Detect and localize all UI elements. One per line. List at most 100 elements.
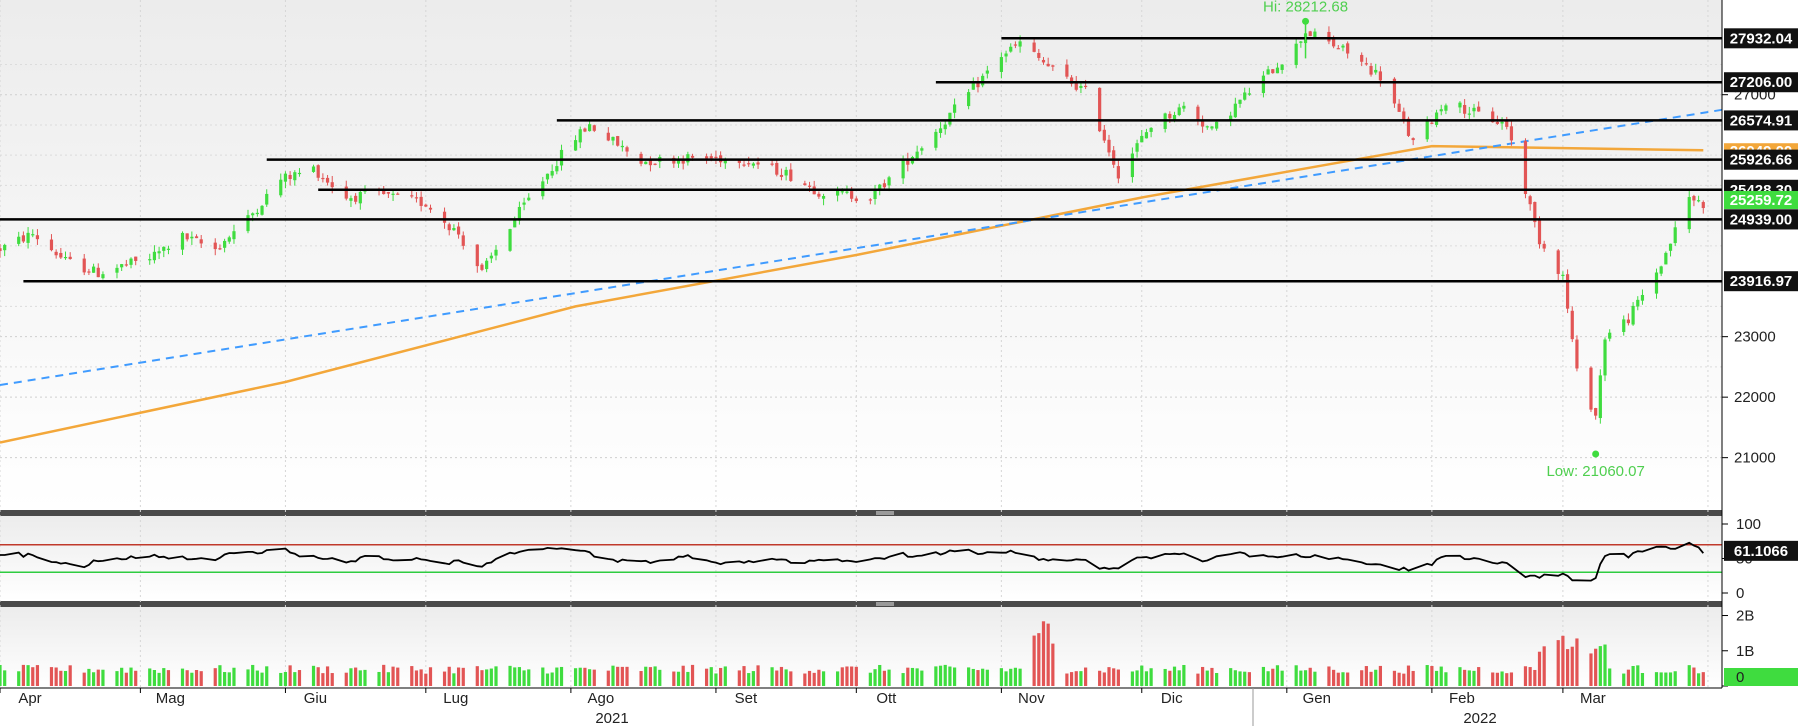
- candle-body: [358, 191, 362, 204]
- volume-bar: [1561, 635, 1565, 686]
- candle-body: [648, 159, 653, 166]
- volume-bar: [1444, 672, 1448, 686]
- candle-body: [934, 131, 938, 148]
- candle-body: [1533, 201, 1537, 223]
- panel-separator[interactable]: [0, 601, 1722, 607]
- candle-body: [625, 147, 629, 152]
- candle-body: [1701, 202, 1705, 209]
- volume-bar: [709, 667, 713, 686]
- candle-body: [920, 148, 924, 151]
- candle-body: [522, 202, 526, 205]
- candle-body: [756, 162, 760, 165]
- volume-bar: [1200, 666, 1205, 686]
- candle-body: [91, 266, 96, 273]
- volume-bar: [213, 668, 217, 686]
- volume-bar: [845, 666, 849, 686]
- volume-bar: [1692, 667, 1696, 686]
- candle-body: [1364, 63, 1368, 65]
- volume-bar: [17, 671, 21, 686]
- volume-bar: [587, 669, 592, 686]
- volume-axis-tick-label: 2B: [1736, 608, 1754, 625]
- volume-bar: [653, 666, 657, 686]
- candle-body: [166, 248, 171, 250]
- candle-body: [1004, 53, 1008, 57]
- volume-bar: [775, 670, 779, 686]
- volume-bar: [349, 668, 353, 686]
- low-annotation: Low: 21060.07: [1546, 463, 1644, 480]
- volume-bar: [578, 667, 582, 686]
- high-annotation: Hi: 28212.68: [1263, 0, 1348, 15]
- volume-bar: [1430, 665, 1434, 686]
- candle-body: [321, 177, 325, 180]
- volume-bar: [1509, 672, 1514, 686]
- candle-body: [901, 159, 905, 179]
- volume-bar: [943, 664, 947, 686]
- candle-body: [1112, 150, 1116, 165]
- x-axis-tick-label: Ott: [876, 690, 897, 707]
- panel-separator[interactable]: [0, 510, 1722, 516]
- volume-bar: [756, 665, 760, 686]
- candle-body: [681, 159, 685, 164]
- candle-body: [1640, 294, 1645, 301]
- volume-bar: [382, 664, 386, 686]
- volume-panel: 1B 2B 0: [0, 608, 1798, 687]
- volume-bar: [1537, 651, 1542, 686]
- volume-bar: [325, 666, 330, 686]
- volume-bar: [648, 667, 653, 686]
- volume-bar: [1229, 668, 1233, 686]
- candle-body: [1009, 46, 1013, 52]
- candle-body: [475, 244, 479, 267]
- candle-body: [1149, 127, 1153, 132]
- candle-body: [59, 252, 63, 258]
- candle-body: [517, 206, 522, 221]
- level-tag-label: 26574.91: [1730, 112, 1793, 129]
- volume-bar: [1397, 672, 1401, 686]
- candle-body: [194, 236, 199, 239]
- volume-bar: [68, 665, 72, 686]
- volume-bar: [166, 670, 171, 686]
- volume-bar: [124, 672, 128, 686]
- volume-bar: [1280, 670, 1284, 686]
- volume-bar: [1341, 672, 1345, 686]
- level-tag-label: 27206.00: [1730, 74, 1793, 91]
- rsi-panel-bg: [0, 516, 1722, 601]
- candle-body: [845, 191, 849, 193]
- candle-body: [330, 182, 334, 188]
- volume-bar: [779, 666, 784, 686]
- candle-body: [1467, 113, 1471, 115]
- volume-bar: [1116, 669, 1120, 686]
- candle-body: [1589, 367, 1593, 410]
- candle-body: [1327, 31, 1331, 42]
- candle-body: [1341, 45, 1345, 48]
- candle-body: [644, 161, 648, 165]
- volume-bar: [447, 666, 451, 686]
- volume-bar: [592, 669, 596, 686]
- candle-body: [821, 195, 826, 199]
- candle-body: [1051, 65, 1055, 67]
- candle-body: [265, 193, 269, 205]
- volume-bar: [714, 673, 718, 686]
- volume-bar: [583, 667, 587, 686]
- y-axis-tick-label: 21000: [1734, 450, 1776, 467]
- candle-body: [325, 177, 330, 183]
- volume-bar: [1294, 665, 1298, 686]
- volume-bar: [1041, 621, 1046, 686]
- volume-bar: [1636, 665, 1640, 686]
- volume-bar: [185, 670, 189, 686]
- candle-body: [1098, 87, 1102, 132]
- level-tag-label: 23916.97: [1730, 273, 1793, 290]
- separator-handle[interactable]: [876, 511, 894, 515]
- candle-body: [583, 128, 587, 132]
- candle-body: [414, 197, 419, 199]
- volume-bar: [344, 672, 348, 686]
- candle-body: [513, 218, 517, 228]
- candle-body: [868, 199, 872, 201]
- separator-handle[interactable]: [876, 602, 894, 606]
- volume-bar: [1084, 667, 1088, 686]
- volume-bar: [836, 671, 840, 686]
- volume-bar: [723, 666, 727, 686]
- volume-bar: [1402, 673, 1406, 686]
- volume-bar: [1439, 666, 1443, 686]
- candle-body: [1598, 375, 1602, 419]
- volume-bar: [1701, 672, 1705, 686]
